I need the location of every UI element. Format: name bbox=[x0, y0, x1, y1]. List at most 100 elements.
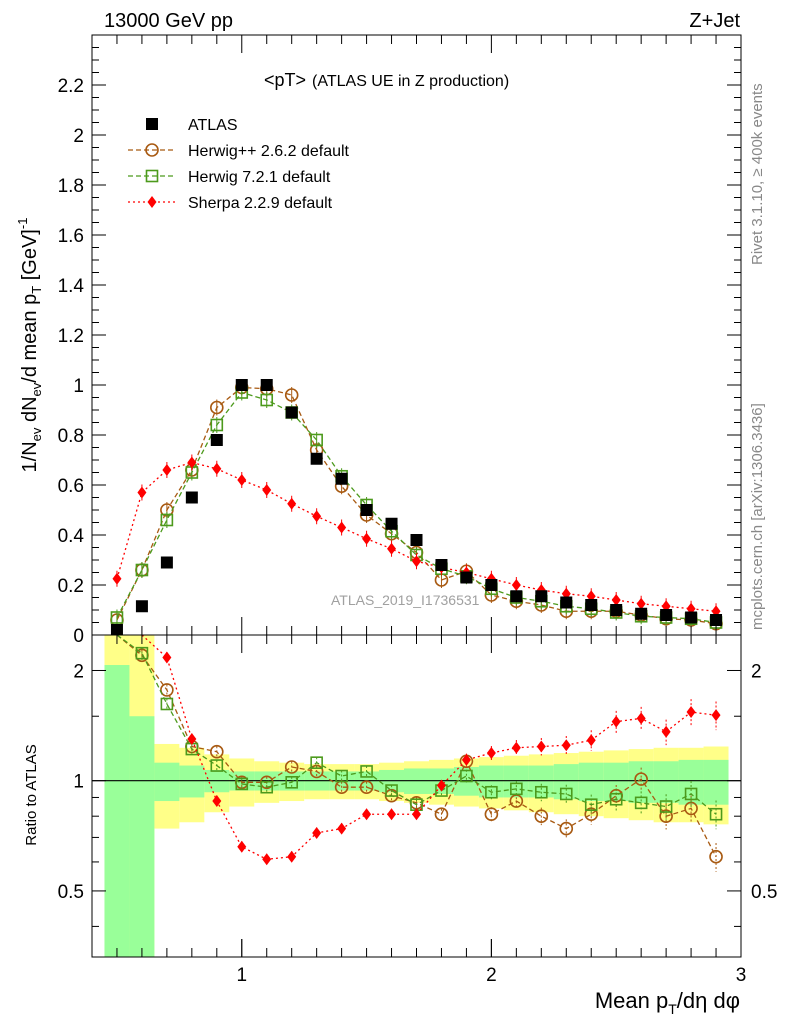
y-axis-label: 1/Nev dNev/d mean pT [GeV]-1 bbox=[15, 218, 44, 473]
ratio-point bbox=[162, 651, 172, 664]
ratio-band-stat bbox=[104, 665, 130, 957]
data-point bbox=[362, 532, 372, 545]
ratio-point bbox=[511, 741, 521, 754]
legend-item: Herwig++ 2.6.2 default bbox=[128, 143, 350, 160]
legend-marker bbox=[146, 118, 158, 130]
ratio-point bbox=[460, 769, 473, 783]
ratio-point bbox=[684, 787, 698, 801]
legend-item: Herwig 7.2.1 default bbox=[128, 169, 331, 186]
axes: 0 0.2 0.4 0.6 0.8 1 1.2 1.4 1.6 1.8 2 2.2 1 2 3 0.5 1 2 0.… bbox=[58, 34, 777, 986]
legend-label: Herwig 7.2.1 default bbox=[188, 169, 331, 186]
data-point bbox=[460, 571, 473, 584]
data-point bbox=[660, 609, 673, 621]
x-tick-label: 2 bbox=[486, 965, 497, 986]
ratio-point bbox=[359, 780, 374, 794]
data-point bbox=[410, 534, 423, 546]
data-point bbox=[210, 434, 223, 446]
y-tick-label: 1.6 bbox=[58, 226, 84, 247]
ratio-point bbox=[362, 808, 372, 821]
legend: ATLAS Herwig++ 2.6.2 default Herwig 7.2.1 … bbox=[128, 117, 350, 212]
ratio-band-stat bbox=[603, 762, 629, 802]
data-point bbox=[510, 590, 523, 603]
ratio-panel bbox=[92, 634, 741, 957]
header-left: 13000 GeV pp bbox=[104, 10, 233, 32]
ratio-point bbox=[434, 807, 449, 822]
data-point bbox=[210, 418, 224, 432]
ratio-point bbox=[335, 769, 348, 783]
ratio-point bbox=[160, 683, 174, 697]
ratio-point bbox=[484, 807, 499, 822]
data-point bbox=[185, 491, 198, 504]
data-point bbox=[412, 555, 421, 568]
data-point bbox=[710, 614, 723, 626]
ratio-point bbox=[284, 760, 299, 774]
data-point bbox=[237, 474, 247, 486]
ratio-point bbox=[461, 753, 471, 766]
legend-label: Sherpa 2.2.9 default bbox=[188, 195, 333, 212]
ratio-point bbox=[611, 715, 621, 728]
ratio-y-tick-label: 2 bbox=[73, 661, 84, 682]
ratio-point bbox=[634, 796, 648, 810]
x-tick-label: 3 bbox=[736, 965, 747, 986]
data-point bbox=[485, 579, 498, 591]
ratio-point bbox=[534, 809, 549, 823]
y-axis-label-text: 1/N bbox=[19, 441, 41, 472]
ratio-point bbox=[385, 784, 398, 797]
ratio-y-axis-label: Ratio to ATLAS bbox=[23, 744, 40, 845]
y-tick-label: 2 bbox=[73, 126, 84, 147]
ratio-point bbox=[436, 779, 446, 792]
ratio-point bbox=[160, 697, 174, 711]
x-tick-label: 1 bbox=[236, 965, 247, 986]
ratio-series-line bbox=[141, 634, 717, 860]
ratio-band-stat bbox=[179, 765, 205, 798]
data-point bbox=[611, 594, 621, 606]
data-point bbox=[335, 472, 348, 485]
data-point bbox=[135, 563, 149, 577]
ratio-band-stat bbox=[154, 762, 180, 802]
data-point bbox=[112, 572, 122, 585]
series-line bbox=[116, 386, 717, 625]
data-point bbox=[360, 504, 373, 516]
ratio-point bbox=[262, 853, 272, 866]
ratio-point bbox=[561, 739, 571, 752]
data-point bbox=[287, 497, 297, 510]
x-axis-label: Mean pT/dη dφ bbox=[595, 988, 740, 1017]
mcplots-label: mcplots.cern.ch [arXiv:1306.3436] bbox=[749, 403, 766, 630]
rivet-label: Rivet 3.1.10, ≥ 400k events bbox=[749, 83, 766, 265]
data-point bbox=[560, 596, 573, 609]
ratio-point bbox=[210, 744, 224, 759]
ratio-y-tick-label: 0.5 bbox=[58, 882, 84, 903]
ratio-point bbox=[485, 785, 498, 799]
legend-label: Herwig++ 2.6.2 default bbox=[188, 143, 350, 160]
ratio-point bbox=[559, 787, 573, 801]
data-point bbox=[285, 406, 298, 419]
data-point bbox=[387, 542, 397, 555]
data-point bbox=[636, 597, 646, 610]
ratio-point bbox=[586, 734, 596, 747]
y-tick-label: 0.6 bbox=[58, 476, 84, 497]
y-tick-label: 2.2 bbox=[58, 76, 84, 97]
ratio-y-tick-label: 1 bbox=[73, 772, 84, 793]
data-point bbox=[535, 590, 548, 603]
y-tick-label: 0.4 bbox=[58, 526, 85, 547]
ratio-point bbox=[709, 849, 723, 864]
ratio-point bbox=[187, 732, 197, 745]
header-right: Z+Jet bbox=[689, 10, 740, 32]
y-tick-label: 0.8 bbox=[58, 426, 84, 447]
data-point bbox=[160, 513, 174, 527]
plot-subtitle: (ATLAS UE in Z production) bbox=[312, 73, 509, 90]
ratio-point bbox=[212, 795, 222, 808]
data-point bbox=[284, 388, 299, 402]
data-point bbox=[212, 462, 222, 475]
ratio-point bbox=[387, 808, 397, 821]
series-atlas bbox=[110, 379, 723, 636]
ratio-point bbox=[584, 798, 598, 811]
data-point bbox=[110, 611, 124, 624]
data-point bbox=[310, 433, 323, 447]
ratio-point bbox=[636, 712, 646, 725]
ratio-point bbox=[135, 646, 149, 660]
ratio-point bbox=[412, 808, 421, 821]
ratio-point bbox=[237, 840, 247, 853]
ratio-series-line bbox=[116, 634, 717, 858]
data-point bbox=[210, 400, 224, 415]
